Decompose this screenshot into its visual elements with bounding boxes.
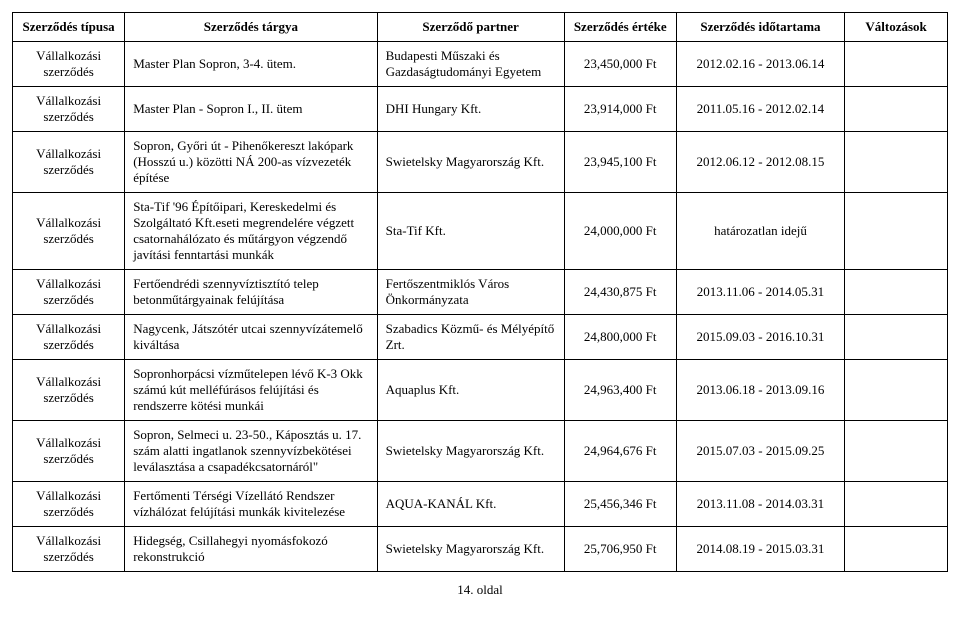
cell-partner: Fertőszentmiklós Város Önkormányzata	[377, 270, 564, 315]
cell-period: 2011.05.16 - 2012.02.14	[676, 87, 844, 132]
cell-value: 24,000,000 Ft	[564, 193, 676, 270]
cell-value: 23,914,000 Ft	[564, 87, 676, 132]
cell-type: Vállalkozási szerződés	[13, 527, 125, 572]
cell-period: 2013.11.06 - 2014.05.31	[676, 270, 844, 315]
header-period: Szerződés időtartama	[676, 13, 844, 42]
cell-value: 24,963,400 Ft	[564, 360, 676, 421]
cell-partner: Swietelsky Magyarország Kft.	[377, 132, 564, 193]
cell-period: 2013.06.18 - 2013.09.16	[676, 360, 844, 421]
cell-subject: Master Plan Sopron, 3-4. ütem.	[125, 42, 377, 87]
table-row: Vállalkozási szerződésSopron, Selmeci u.…	[13, 421, 948, 482]
cell-partner: Budapesti Műszaki és Gazdaságtudományi E…	[377, 42, 564, 87]
cell-type: Vállalkozási szerződés	[13, 421, 125, 482]
cell-subject: Nagycenk, Játszótér utcai szennyvízáteme…	[125, 315, 377, 360]
header-value: Szerződés értéke	[564, 13, 676, 42]
cell-value: 24,964,676 Ft	[564, 421, 676, 482]
cell-type: Vállalkozási szerződés	[13, 193, 125, 270]
table-header-row: Szerződés típusa Szerződés tárgya Szerző…	[13, 13, 948, 42]
cell-type: Vállalkozási szerződés	[13, 42, 125, 87]
cell-partner: Swietelsky Magyarország Kft.	[377, 421, 564, 482]
cell-period: 2012.06.12 - 2012.08.15	[676, 132, 844, 193]
cell-changes	[845, 482, 948, 527]
cell-partner: Swietelsky Magyarország Kft.	[377, 527, 564, 572]
table-row: Vállalkozási szerződésSopronhorpácsi víz…	[13, 360, 948, 421]
header-type: Szerződés típusa	[13, 13, 125, 42]
cell-value: 23,450,000 Ft	[564, 42, 676, 87]
cell-type: Vállalkozási szerződés	[13, 132, 125, 193]
page-number: 14. oldal	[12, 582, 948, 598]
cell-subject: Sopron, Selmeci u. 23-50., Káposztás u. …	[125, 421, 377, 482]
cell-changes	[845, 193, 948, 270]
cell-changes	[845, 42, 948, 87]
cell-partner: Szabadics Közmű- és Mélyépítő Zrt.	[377, 315, 564, 360]
cell-changes	[845, 87, 948, 132]
cell-period: 2012.02.16 - 2013.06.14	[676, 42, 844, 87]
cell-subject: Fertőmenti Térségi Vízellátó Rendszer ví…	[125, 482, 377, 527]
cell-value: 24,430,875 Ft	[564, 270, 676, 315]
table-row: Vállalkozási szerződésSopron, Győri út -…	[13, 132, 948, 193]
cell-type: Vállalkozási szerződés	[13, 87, 125, 132]
table-row: Vállalkozási szerződésNagycenk, Játszóté…	[13, 315, 948, 360]
header-changes: Változások	[845, 13, 948, 42]
table-row: Vállalkozási szerződésFertőendrédi szenn…	[13, 270, 948, 315]
cell-type: Vállalkozási szerződés	[13, 315, 125, 360]
cell-value: 25,456,346 Ft	[564, 482, 676, 527]
cell-changes	[845, 527, 948, 572]
table-row: Vállalkozási szerződésFertőmenti Térségi…	[13, 482, 948, 527]
cell-value: 24,800,000 Ft	[564, 315, 676, 360]
cell-value: 23,945,100 Ft	[564, 132, 676, 193]
table-row: Vállalkozási szerződésSta-Tif '96 Építői…	[13, 193, 948, 270]
header-subject: Szerződés tárgya	[125, 13, 377, 42]
cell-changes	[845, 315, 948, 360]
cell-subject: Sopron, Győri út - Pihenőkereszt lakópar…	[125, 132, 377, 193]
cell-subject: Sta-Tif '96 Építőipari, Kereskedelmi és …	[125, 193, 377, 270]
cell-type: Vállalkozási szerződés	[13, 482, 125, 527]
cell-period: 2014.08.19 - 2015.03.31	[676, 527, 844, 572]
cell-changes	[845, 421, 948, 482]
cell-partner: DHI Hungary Kft.	[377, 87, 564, 132]
cell-subject: Sopronhorpácsi vízműtelepen lévő K-3 Okk…	[125, 360, 377, 421]
cell-partner: Sta-Tif Kft.	[377, 193, 564, 270]
cell-partner: AQUA-KANÁL Kft.	[377, 482, 564, 527]
header-partner: Szerződő partner	[377, 13, 564, 42]
cell-value: 25,706,950 Ft	[564, 527, 676, 572]
cell-partner: Aquaplus Kft.	[377, 360, 564, 421]
cell-subject: Fertőendrédi szennyvíztisztító telep bet…	[125, 270, 377, 315]
contracts-table: Szerződés típusa Szerződés tárgya Szerző…	[12, 12, 948, 572]
cell-changes	[845, 360, 948, 421]
table-row: Vállalkozási szerződésMaster Plan Sopron…	[13, 42, 948, 87]
cell-type: Vállalkozási szerződés	[13, 270, 125, 315]
cell-subject: Master Plan - Sopron I., II. ütem	[125, 87, 377, 132]
cell-period: 2015.09.03 - 2016.10.31	[676, 315, 844, 360]
cell-subject: Hidegség, Csillahegyi nyomásfokozó rekon…	[125, 527, 377, 572]
cell-changes	[845, 270, 948, 315]
cell-period: 2013.11.08 - 2014.03.31	[676, 482, 844, 527]
table-row: Vállalkozási szerződésMaster Plan - Sopr…	[13, 87, 948, 132]
cell-period: 2015.07.03 - 2015.09.25	[676, 421, 844, 482]
table-row: Vállalkozási szerződésHidegség, Csillahe…	[13, 527, 948, 572]
cell-type: Vállalkozási szerződés	[13, 360, 125, 421]
cell-changes	[845, 132, 948, 193]
cell-period: határozatlan idejű	[676, 193, 844, 270]
